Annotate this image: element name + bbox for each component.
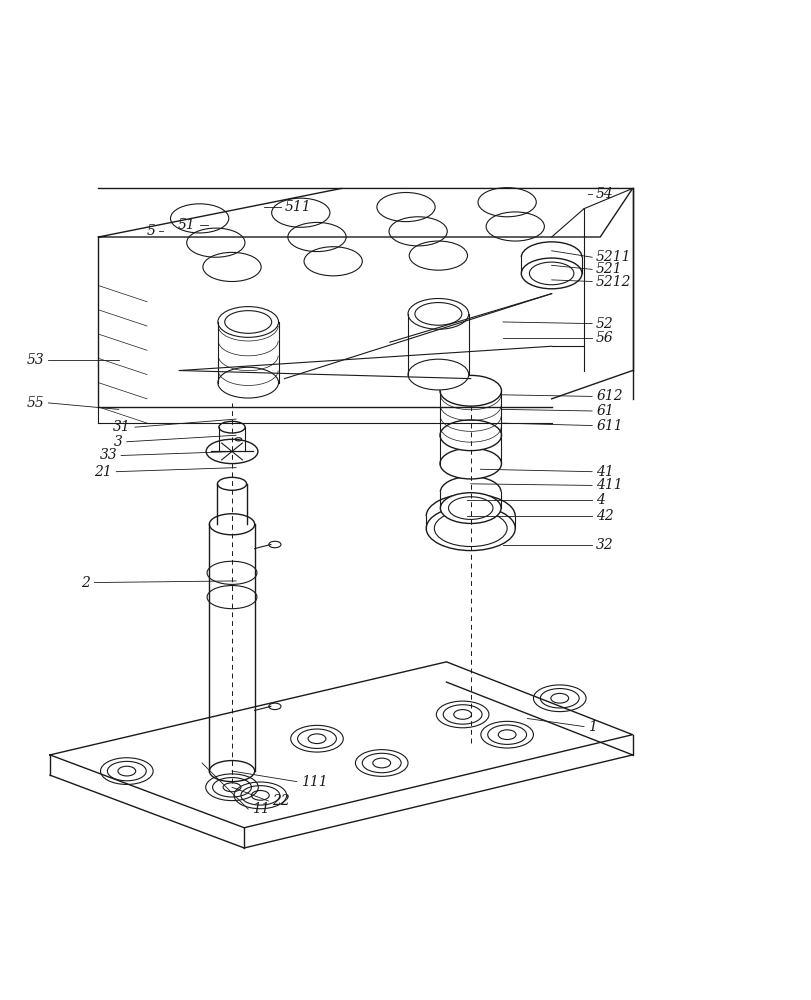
Text: 511: 511 [285,200,311,214]
Text: 521: 521 [595,262,622,276]
Text: 5: 5 [146,224,155,238]
Text: 1: 1 [587,720,596,734]
Text: 32: 32 [595,538,613,552]
Ellipse shape [219,421,245,433]
Text: 612: 612 [595,389,622,403]
Text: 51: 51 [178,218,195,232]
Text: 111: 111 [300,775,327,789]
Text: 11: 11 [252,802,270,816]
Ellipse shape [440,493,500,523]
Ellipse shape [440,448,501,479]
Text: 54: 54 [595,187,613,201]
Text: 42: 42 [595,509,613,523]
Ellipse shape [217,367,278,398]
Text: 61: 61 [595,404,613,418]
Text: 5211: 5211 [595,250,631,264]
Text: 33: 33 [99,448,117,462]
Text: 4: 4 [595,493,604,507]
Text: 55: 55 [27,396,45,410]
Text: 31: 31 [113,420,131,434]
Text: 3: 3 [114,435,122,449]
Text: 5212: 5212 [595,275,631,289]
Ellipse shape [440,420,501,451]
Text: 53: 53 [27,353,45,367]
Text: 411: 411 [595,478,622,492]
Ellipse shape [521,258,581,289]
Text: 52: 52 [595,317,613,331]
Text: 611: 611 [595,419,622,433]
Ellipse shape [206,439,258,464]
Ellipse shape [217,477,247,490]
Text: 22: 22 [272,794,290,808]
Text: 41: 41 [595,465,613,479]
Ellipse shape [209,514,255,535]
Ellipse shape [407,359,468,390]
Text: 56: 56 [595,331,613,345]
Text: 2: 2 [81,576,90,590]
Text: 21: 21 [94,465,112,479]
